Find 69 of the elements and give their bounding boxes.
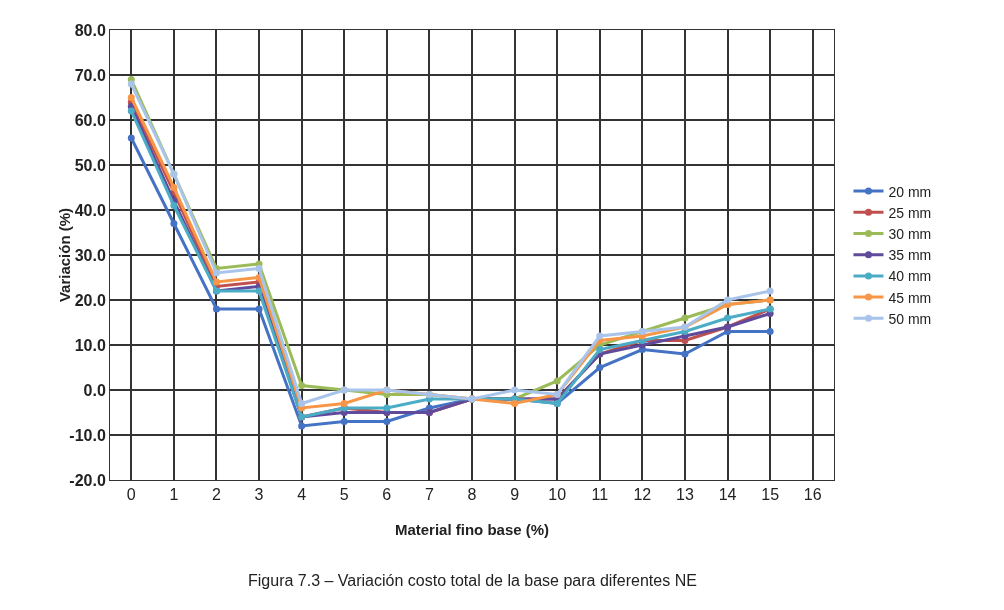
- x-tick-label: 16: [803, 486, 822, 504]
- legend-label: 40 mm: [888, 268, 932, 285]
- point: [681, 314, 689, 322]
- x-tick-label: 12: [633, 486, 652, 504]
- point: [596, 346, 604, 353]
- y-tick-label: 60.0: [74, 111, 106, 129]
- y-tick-label: 50.0: [74, 156, 106, 174]
- y-tick-label: 70.0: [74, 66, 106, 84]
- point: [255, 265, 263, 272]
- y-tick-label: 40.0: [74, 201, 106, 219]
- legend-label: 20 mm: [888, 183, 932, 200]
- point: [681, 350, 689, 358]
- x-tick-label: 9: [510, 486, 520, 504]
- x-tick-label: 1: [169, 486, 179, 504]
- point: [212, 305, 220, 313]
- point: [298, 400, 306, 407]
- x-tick-label: 6: [382, 486, 392, 504]
- legend-label: 45 mm: [888, 289, 932, 306]
- point: [724, 296, 732, 304]
- x-tick-label: 4: [297, 486, 307, 504]
- y-axis-title: Variación (%): [55, 207, 73, 303]
- point: [255, 305, 263, 313]
- point: [511, 386, 519, 394]
- point: [212, 278, 220, 286]
- point: [127, 107, 135, 115]
- point: [596, 364, 604, 371]
- point: [127, 80, 135, 88]
- y-tick-label: 20.0: [74, 291, 106, 309]
- point: [553, 377, 561, 385]
- x-tick-label: 13: [676, 486, 694, 504]
- point: [766, 287, 774, 295]
- y-tick-label: -20.0: [69, 471, 106, 489]
- point: [170, 202, 178, 209]
- point: [511, 400, 519, 407]
- point: [340, 400, 348, 407]
- x-tick-label: 11: [591, 486, 609, 504]
- x-tick-label: 0: [126, 486, 136, 504]
- x-tick-label: 5: [339, 486, 349, 504]
- x-tick-label: 15: [761, 486, 780, 504]
- y-tick-label: -10.0: [69, 426, 106, 444]
- y-tick-label: 80.0: [74, 21, 106, 39]
- point: [596, 332, 604, 340]
- x-tick-label: 14: [718, 486, 737, 504]
- y-tick-label: 10.0: [74, 336, 106, 354]
- y-tick-label: 0.0: [83, 381, 106, 399]
- point: [298, 382, 306, 389]
- legend-label: 35 mm: [888, 247, 932, 264]
- point: [212, 269, 220, 277]
- x-tick-label: 10: [548, 486, 567, 504]
- legend-label: 25 mm: [888, 204, 932, 221]
- point: [766, 328, 774, 335]
- legend-label: 30 mm: [888, 225, 932, 242]
- point: [383, 404, 391, 412]
- x-tick-label: 7: [424, 486, 434, 504]
- text: Figura 7.3 – Variación costo total de la base para diferentes NE: [248, 572, 697, 589]
- point: [383, 418, 391, 425]
- x-tick-label: 3: [254, 486, 264, 504]
- legend-label: 50 mm: [888, 310, 932, 327]
- y-tick-label: 30.0: [74, 246, 106, 264]
- point: [127, 94, 135, 101]
- x-axis-title: Material fino base (%): [394, 521, 550, 538]
- point: [298, 422, 306, 430]
- x-tick-label: 8: [467, 486, 477, 504]
- point: [170, 220, 178, 227]
- point: [127, 134, 135, 142]
- point: [170, 184, 178, 191]
- point: [724, 314, 732, 322]
- point: [340, 418, 348, 425]
- x-tick-label: 2: [212, 486, 222, 504]
